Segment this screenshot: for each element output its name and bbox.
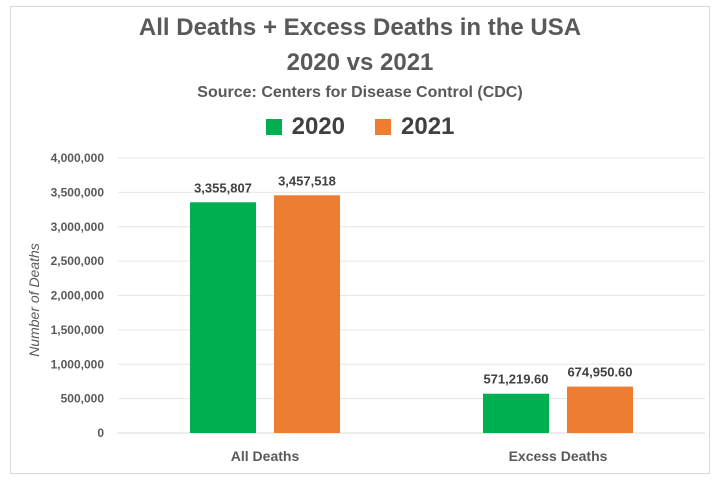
bar (274, 195, 340, 433)
y-tick-label: 1,500,000 (51, 323, 105, 337)
bar (567, 386, 633, 433)
legend-item-2020: 2020 (265, 113, 345, 141)
legend-swatch-2020 (265, 119, 282, 135)
y-tick-label: 4,000,000 (51, 151, 105, 165)
bar (190, 202, 256, 433)
chart-subtitle: 2020 vs 2021 (286, 49, 434, 76)
data-label: 571,219.60 (483, 372, 548, 387)
y-tick-label: 3,000,000 (51, 220, 105, 234)
x-tick-label: Excess Deaths (509, 448, 608, 464)
chart-title: All Deaths + Excess Deaths in the USA (138, 14, 582, 41)
y-tick-label: 2,500,000 (51, 254, 105, 268)
y-tick-label: 1,000,000 (51, 357, 105, 371)
legend-label-2020: 2020 (291, 113, 345, 140)
legend-swatch-2021 (375, 119, 391, 135)
y-tick-label: 0 (97, 426, 104, 440)
bar (483, 393, 549, 433)
y-tick-label: 3,500,000 (51, 185, 105, 199)
x-tick-label: All Deaths (231, 448, 300, 464)
data-label: 674,950.60 (567, 365, 632, 380)
legend: 2020 2021 (0, 113, 720, 141)
data-label: 3,457,518 (278, 173, 336, 188)
y-tick-label: 2,000,000 (51, 289, 105, 303)
legend-item-2021: 2021 (375, 113, 454, 141)
data-label: 3,355,807 (194, 180, 252, 195)
chart-source: Source: Centers for Disease Control (CDC… (197, 84, 523, 101)
legend-label-2021: 2021 (401, 113, 455, 140)
y-tick-label: 500,000 (61, 392, 105, 406)
